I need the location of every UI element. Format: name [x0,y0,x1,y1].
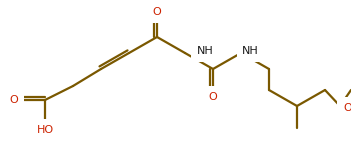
Text: O: O [208,92,217,102]
Text: NH: NH [197,46,214,56]
Text: O: O [343,103,351,113]
Text: NH: NH [242,46,259,56]
Text: HO: HO [37,125,54,135]
Text: O: O [153,7,161,17]
Text: O: O [9,95,18,105]
